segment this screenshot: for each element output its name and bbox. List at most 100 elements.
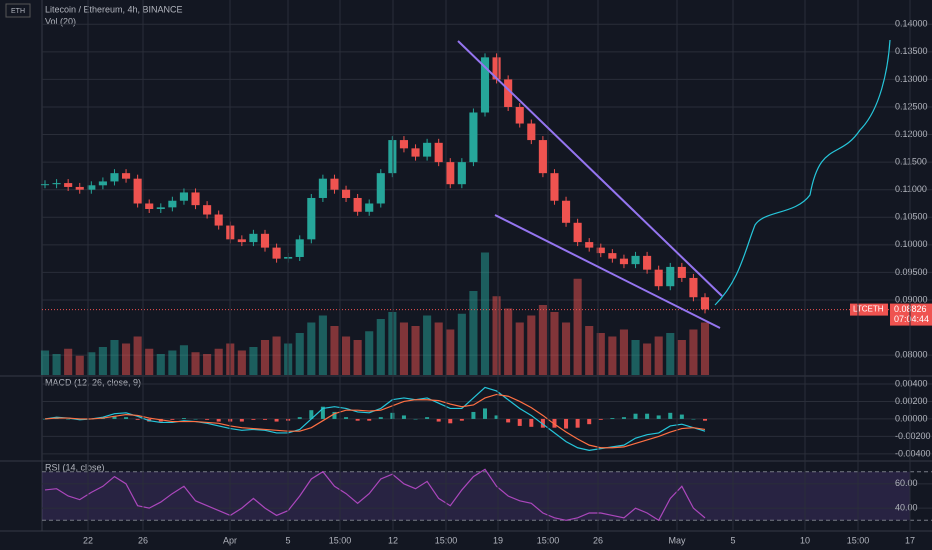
time-tick-label: 17 xyxy=(905,535,915,545)
rsi-line xyxy=(44,468,706,522)
macd-histogram xyxy=(621,417,626,419)
volume-bar xyxy=(643,343,652,375)
candle xyxy=(318,178,327,198)
macd-histogram xyxy=(239,418,244,422)
macd-histogram xyxy=(679,414,684,419)
macd-histogram xyxy=(135,418,140,420)
macd-histogram xyxy=(425,417,430,419)
macd-tick-label: 0.00400 xyxy=(895,378,928,388)
candle xyxy=(365,203,374,212)
macd-histogram xyxy=(575,418,580,428)
macd-histogram xyxy=(378,417,383,419)
macd-histogram xyxy=(251,418,256,420)
time-tick-label: 15:00 xyxy=(537,535,560,545)
candle xyxy=(307,197,316,240)
volume-bar xyxy=(411,326,420,375)
volume-bar xyxy=(237,350,246,375)
volume-bar xyxy=(191,352,200,375)
ticker-badge xyxy=(850,303,888,316)
candle xyxy=(87,185,96,190)
symbol-box[interactable] xyxy=(5,3,31,18)
candle xyxy=(504,79,513,107)
volume-bar xyxy=(295,333,304,375)
time-tick-label: 15:00 xyxy=(847,535,870,545)
volume-bar xyxy=(179,345,188,375)
macd-histogram xyxy=(170,418,175,420)
time-tick-label: 12 xyxy=(388,535,398,545)
rsi-band-fill xyxy=(42,471,910,521)
candle xyxy=(237,239,246,243)
candle xyxy=(596,247,605,254)
candle xyxy=(156,207,165,210)
macd-histogram xyxy=(320,406,325,419)
macd-histogram xyxy=(401,415,406,419)
volume-bar xyxy=(75,355,84,375)
macd-histogram xyxy=(633,413,638,419)
candle xyxy=(353,197,362,212)
candle xyxy=(249,233,258,243)
volume-bar xyxy=(677,340,686,375)
macd-histogram xyxy=(344,417,349,419)
chart-title: Litecoin / Ethereum, 4h, BINANCE xyxy=(45,4,183,14)
projection-path[interactable] xyxy=(714,39,891,306)
volume-bar xyxy=(504,308,513,375)
trendline[interactable] xyxy=(494,214,721,329)
trendline[interactable] xyxy=(457,40,723,297)
candle xyxy=(585,242,594,248)
symbol-box-text: ETH xyxy=(11,8,25,15)
macd-histogram xyxy=(517,418,522,426)
macd-histogram xyxy=(390,412,395,419)
volume-bar xyxy=(388,312,397,375)
volume-bar xyxy=(203,354,212,375)
candle xyxy=(411,148,420,157)
macd-tick-label: -0.00400 xyxy=(895,448,931,458)
macd-histogram xyxy=(66,418,71,420)
volume-bar xyxy=(596,333,605,375)
macd-histogram xyxy=(355,418,360,421)
volume-bar xyxy=(365,331,374,375)
time-tick-label: 5 xyxy=(285,535,290,545)
macd-histogram xyxy=(494,415,499,419)
macd-histogram xyxy=(297,417,302,419)
candle xyxy=(654,269,663,287)
macd-histogram xyxy=(193,418,198,420)
volume-bar xyxy=(480,252,490,375)
candle xyxy=(133,178,142,204)
candle xyxy=(179,192,188,201)
volume-bar xyxy=(492,296,501,375)
candle xyxy=(538,140,547,174)
candle xyxy=(330,178,339,190)
volume-bar xyxy=(527,315,536,375)
volume-bar xyxy=(64,348,73,375)
volume-bar xyxy=(423,315,432,375)
volume-bar xyxy=(249,347,258,375)
macd-histogram xyxy=(43,418,47,420)
volume-bar xyxy=(666,333,675,375)
volume-bar xyxy=(110,340,119,375)
volume-bar xyxy=(52,354,61,375)
volume-bar xyxy=(446,329,455,375)
candle xyxy=(573,222,582,243)
rsi-tick-label: 40.00 xyxy=(895,503,918,513)
volume-bar xyxy=(40,350,50,375)
candle xyxy=(110,173,119,182)
macd-histogram xyxy=(691,418,696,420)
time-tick-label: 10 xyxy=(800,535,810,545)
candle xyxy=(98,181,107,186)
macd-histogram xyxy=(668,412,673,419)
candle xyxy=(388,140,397,174)
candle xyxy=(260,233,270,248)
candle xyxy=(168,200,177,208)
candle xyxy=(689,277,698,298)
price-tick-label: 0.11500 xyxy=(895,157,927,167)
macd-histogram xyxy=(216,418,221,422)
rsi-tick-label: 60.00 xyxy=(895,478,918,488)
rsi-label: RSI (14, close) xyxy=(45,462,105,472)
candle xyxy=(423,142,432,157)
macd-histogram xyxy=(587,418,592,425)
volume-bar xyxy=(585,326,594,375)
candle xyxy=(376,173,385,204)
